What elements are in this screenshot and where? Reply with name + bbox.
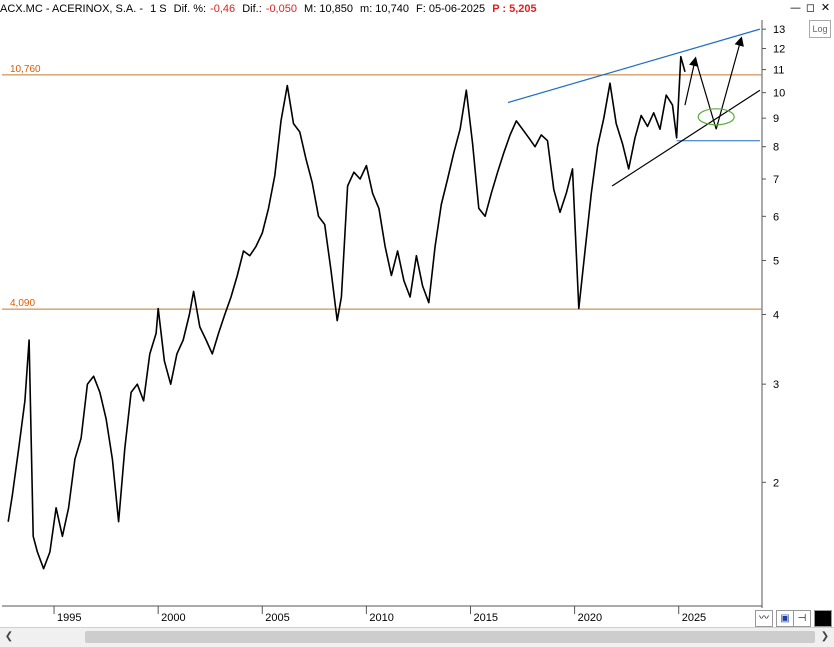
upper-trend-line — [507, 28, 761, 104]
hline-label: 4,090 — [10, 298, 35, 309]
chart-area: 2 3 4 5 6 7 8 9 10 11 12 13 1995 2000 2005 2010 2015 2020… — [0, 18, 834, 627]
dif-pct-label: Dif. %: — [173, 3, 207, 15]
max-label: M: 10,850 — [304, 3, 353, 15]
y-tick-label: 2 — [773, 477, 779, 489]
x-tick-label: 1995 — [57, 612, 81, 624]
y-tick-label: 9 — [773, 113, 779, 125]
zoom-icon[interactable]: 〰 — [755, 610, 773, 627]
date-label: F: 05-06-2025 — [416, 3, 486, 15]
minimize-button[interactable]: — — [790, 1, 801, 14]
price-series-line — [7, 55, 686, 570]
y-tick-label: 13 — [773, 24, 785, 36]
y-tick-label: 5 — [773, 255, 779, 267]
projection-arrow — [715, 36, 744, 130]
scroll-right-icon[interactable]: ❯ — [820, 631, 830, 642]
restore-button[interactable]: ◻ — [805, 1, 816, 14]
save-icon[interactable]: ▣ — [776, 610, 794, 627]
dif-value: -0,050 — [265, 3, 297, 15]
x-tick-label: 2015 — [473, 612, 497, 624]
projection-arrow — [684, 56, 699, 106]
y-tick-label: 11 — [773, 65, 784, 77]
lower-trend-line — [611, 89, 761, 187]
y-tick-label: 12 — [773, 44, 785, 56]
title-bar: ACX.MC - ACERINOX, S.A. - 1 S Dif. %: -0,… — [0, 0, 834, 19]
y-tick-label: 10 — [773, 88, 785, 100]
y-tick-label: 6 — [773, 211, 779, 223]
y-tick-label: 8 — [773, 142, 779, 154]
y-tick-label: 4 — [773, 310, 779, 322]
scroll-left-icon[interactable]: ❮ — [4, 631, 14, 642]
pin-icon[interactable]: ⊣ — [793, 610, 811, 627]
chart-svg: 2 3 4 5 6 7 8 9 10 11 12 13 1995 2000 2005 2010 2015 2020… — [2, 20, 785, 624]
period-label: 1 S — [150, 3, 167, 15]
horizontal-scrollbar[interactable]: ❮ ❯ — [0, 627, 834, 647]
x-tick-label: 2000 — [161, 612, 185, 624]
x-tick-label: 2025 — [682, 612, 706, 624]
hline-label: 10,760 — [10, 64, 41, 75]
close-button[interactable]: ✕ — [820, 1, 831, 14]
y-tick-label: 3 — [773, 379, 779, 391]
target-ellipse — [697, 108, 735, 126]
x-tick-label: 2010 — [369, 612, 393, 624]
ticker-label: ACX.MC - ACERINOX, S.A. - — [0, 3, 144, 15]
color-swatch-icon[interactable] — [814, 610, 832, 627]
dif-label: Dif.: — [242, 3, 262, 15]
y-tick-label: 7 — [773, 174, 779, 186]
scroll-thumb[interactable] — [85, 631, 815, 643]
x-tick-label: 2020 — [578, 612, 602, 624]
min-label: m: 10,740 — [360, 3, 409, 15]
price-label: P : 5,205 — [492, 3, 537, 15]
plot-background — [2, 20, 762, 606]
window-controls: — ◻ ✕ — [789, 2, 832, 15]
x-tick-label: 2005 — [265, 612, 289, 624]
dif-pct-value: -0,46 — [210, 3, 236, 15]
log-scale-button[interactable]: Log — [809, 20, 831, 38]
projection-arrow — [694, 58, 717, 130]
